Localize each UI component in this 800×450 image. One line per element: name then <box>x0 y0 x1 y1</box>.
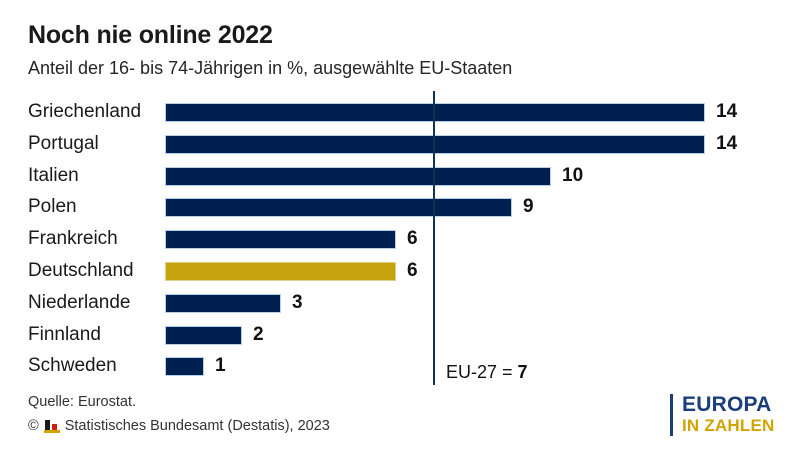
eu27-reference-line <box>433 91 435 385</box>
bar <box>165 166 551 186</box>
value-label: 6 <box>407 260 418 281</box>
category-label: Frankreich <box>28 228 118 250</box>
bar <box>165 230 396 250</box>
source-note: Quelle: Eurostat. <box>28 394 136 410</box>
destatis-logo-icon <box>43 419 60 433</box>
eu27-value: 7 <box>517 362 528 382</box>
category-label: Schweden <box>28 355 117 377</box>
eu27-reference-label: EU-27 = 7 <box>446 362 528 383</box>
value-label: 10 <box>562 164 584 186</box>
category-label: Polen <box>28 196 77 218</box>
logo-rule <box>670 394 673 436</box>
bar <box>165 293 281 313</box>
copyright-symbol: © <box>28 418 39 434</box>
bar <box>165 357 204 377</box>
category-label: Griechenland <box>28 101 142 122</box>
category-label: Italien <box>28 164 79 186</box>
bar <box>165 325 242 345</box>
bar-highlighted <box>165 262 396 281</box>
value-label: 3 <box>292 291 303 313</box>
category-label: Niederlande <box>28 291 131 313</box>
value-label: 1 <box>215 355 226 377</box>
copyright-note: © Statistisches Bundesamt (Destatis), 20… <box>28 418 330 434</box>
value-label: 2 <box>253 323 264 345</box>
category-label: Finnland <box>28 323 101 345</box>
logo-text-in-zahlen: IN ZAHLEN <box>682 416 775 435</box>
chart-title: Noch nie online 2022 <box>28 21 273 49</box>
bar <box>165 134 705 154</box>
chart-subtitle: Anteil der 16- bis 74-Jährigen in %, aus… <box>28 58 513 78</box>
bar <box>165 198 512 218</box>
value-label: 14 <box>716 132 738 154</box>
europa-in-zahlen-logo: EUROPA IN ZAHLEN <box>670 394 774 436</box>
category-label: Deutschland <box>28 260 134 281</box>
value-label: 6 <box>407 228 418 250</box>
category-label: Portugal <box>28 132 99 154</box>
eu27-label-prefix: EU-27 = <box>446 362 518 382</box>
bar <box>165 103 705 122</box>
logo-text-europa: EUROPA <box>682 393 772 416</box>
value-label: 14 <box>716 101 738 122</box>
copyright-text: Statistisches Bundesamt (Destatis), 2023 <box>64 418 330 434</box>
value-label: 9 <box>523 196 534 218</box>
